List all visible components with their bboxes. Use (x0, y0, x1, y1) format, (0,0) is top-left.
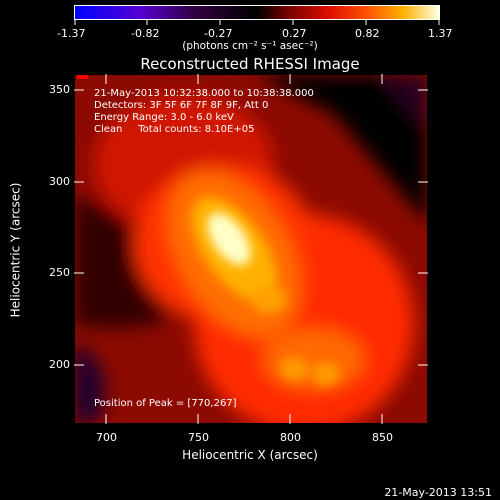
info-detectors: Detectors: 3F 5F 6F 7F 8F 9F, Att 0 (94, 100, 269, 111)
info-clean-counts: Clean Total counts: 8.10E+05 (94, 124, 255, 135)
x-tick-label: 750 (188, 431, 209, 444)
plot-axes-ticks (74, 74, 428, 424)
x-tick-label: 800 (280, 431, 301, 444)
x-tick-label: 850 (372, 431, 393, 444)
y-tick-label: 300 (49, 175, 70, 188)
peak-position-label: Position of Peak = [770,267] (94, 398, 237, 409)
colorbar-tick-label: 1.37 (428, 27, 453, 40)
colorbar (74, 5, 440, 20)
y-axis-label-wrap: Heliocentric Y (arcsec) (5, 183, 24, 318)
colorbar-units-label: (photons cm⁻² s⁻¹ asec⁻²) (182, 40, 318, 52)
colorbar-ticks (74, 20, 440, 25)
y-tick-label: 250 (49, 266, 70, 279)
colorbar-tick-label: 0.27 (282, 27, 307, 40)
colorbar-tick-label: -1.37 (57, 27, 86, 40)
x-tick-label: 700 (96, 431, 117, 444)
colorbar-tick-label: -0.27 (204, 27, 233, 40)
y-axis-label: Heliocentric Y (arcsec) (8, 182, 23, 318)
colorbar-tick-label: 0.82 (355, 27, 380, 40)
y-tick-label: 350 (49, 83, 70, 96)
x-axis-label: Heliocentric X (arcsec) (182, 448, 318, 462)
info-time-range: 21-May-2013 10:32:38.000 to 10:38:38.000 (94, 88, 314, 99)
info-energy-range: Energy Range: 3.0 - 6.0 keV (94, 112, 234, 123)
rhessi-image (74, 74, 428, 424)
colorbar-tick-label: -0.82 (131, 27, 160, 40)
image-title: Reconstructed RHESSI Image (140, 55, 360, 73)
y-tick-label: 200 (49, 358, 70, 371)
footer-date: 21-May-2013 13:51 (384, 486, 492, 499)
